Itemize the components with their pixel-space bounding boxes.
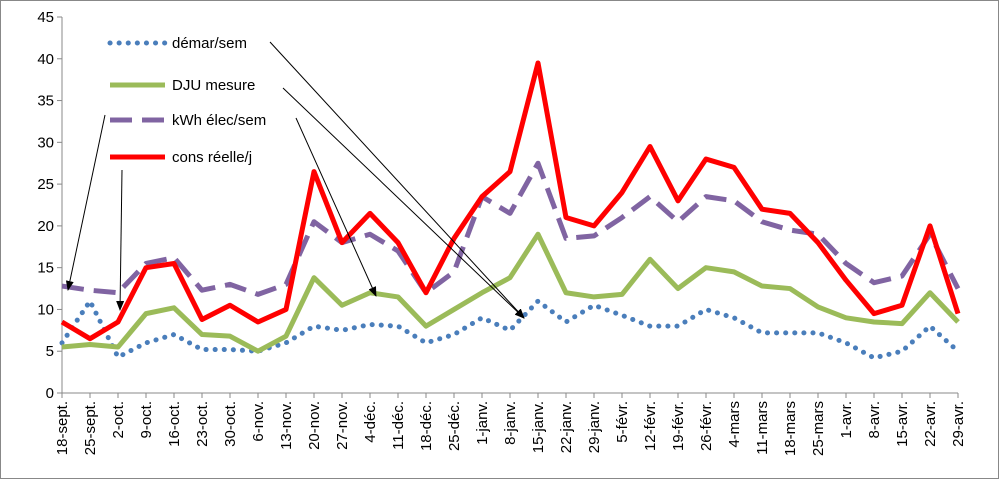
x-tick-label: 8-janv. — [502, 401, 519, 445]
x-tick-label: 25-sept. — [82, 401, 99, 455]
x-tick-label: 12-févr. — [642, 401, 659, 451]
x-tick-label: 13-nov. — [278, 401, 295, 450]
plot-area: 0 5 10 15 20 25 30 35 40 45 18-sept. 25-sept. 2-oct.… — [37, 9, 967, 456]
x-tick-label: 2-oct. — [110, 401, 127, 439]
x-tick-label: 27-nov. — [334, 401, 351, 450]
x-tick-label: 4-mars — [726, 401, 743, 448]
y-tick-label: 35 — [37, 93, 54, 110]
x-tick-label: 22-avr. — [922, 401, 939, 447]
arrow — [295, 117, 377, 297]
x-tick-label: 18-mars — [782, 401, 799, 456]
x-tick-label: 11-déc. — [390, 401, 407, 450]
x-tick-label: 4-déc. — [362, 401, 379, 443]
x-tick-label: 30-oct. — [222, 401, 239, 447]
x-tick-label: 15-avr. — [894, 401, 911, 447]
y-tick-label: 25 — [37, 176, 54, 193]
x-tick-label: 23-oct. — [194, 401, 211, 447]
x-tick-label: 1-janv. — [474, 401, 491, 445]
arrow — [116, 169, 125, 311]
y-tick-label: 10 — [37, 301, 54, 318]
y-tick-label: 30 — [37, 134, 54, 151]
arrow — [282, 87, 525, 319]
x-tick-label: 6-nov. — [250, 401, 267, 442]
x-tick-label: 15-janv. — [530, 401, 547, 453]
x-tick-label: 25-mars — [810, 401, 827, 456]
y-tick-label: 45 — [37, 9, 54, 26]
arrow — [269, 41, 525, 319]
legend-label: cons réelle/j — [172, 149, 252, 166]
x-tick-label: 11-mars — [754, 401, 771, 455]
legend-label: kWh élec/sem — [172, 112, 266, 129]
y-tick-label: 0 — [46, 385, 54, 402]
x-tick-label: 29-avr. — [950, 401, 967, 447]
y-tick-label: 5 — [46, 343, 54, 360]
y-tick-label: 40 — [37, 51, 54, 68]
x-tick-label: 5-févr. — [614, 401, 631, 443]
x-tick-label: 16-oct. — [166, 401, 183, 447]
x-tick-label: 8-avr. — [866, 401, 883, 439]
x-tick-label: 1-avr. — [838, 401, 855, 439]
y-tick-label: 15 — [37, 260, 54, 277]
x-tick-label: 29-janv. — [586, 401, 603, 453]
x-tick-label: 26-févr. — [698, 401, 715, 451]
series-line — [60, 60, 961, 342]
series-line — [61, 231, 960, 354]
legend-label: démar/sem — [172, 35, 247, 52]
x-tick-label: 18-sept. — [54, 401, 71, 455]
x-tick-label: 22-janv. — [558, 401, 575, 453]
x-tick-label: 19-févr. — [670, 401, 687, 451]
annotation-arrows — [65, 41, 525, 319]
y-tick-label: 20 — [37, 218, 54, 235]
legend-label: DJU mesure — [172, 77, 255, 94]
x-tick-label: 18-déc. — [418, 401, 435, 451]
arrow — [65, 114, 106, 291]
x-tick-label: 25-déc. — [446, 401, 463, 451]
x-tick-label: 20-nov. — [306, 401, 323, 450]
x-tick-label: 9-oct. — [138, 401, 155, 439]
